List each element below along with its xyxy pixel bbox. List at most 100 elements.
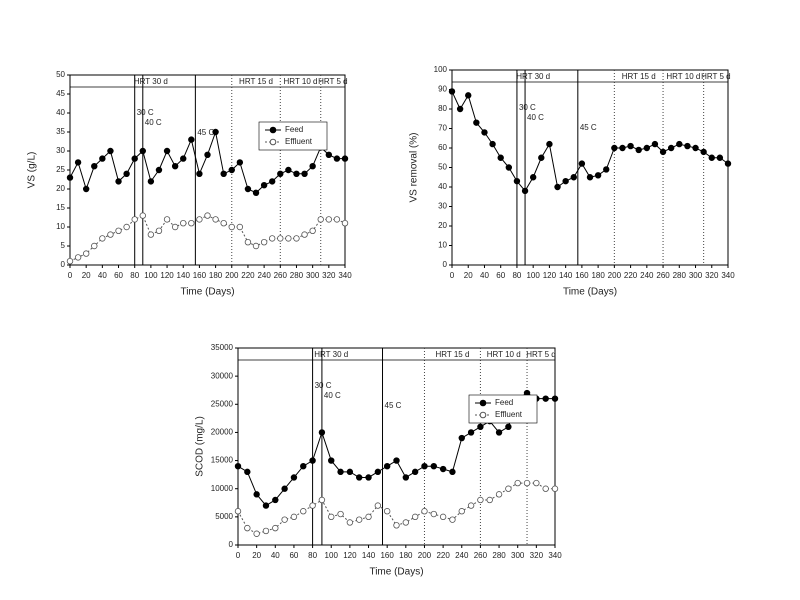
data-point [456,105,464,113]
data-point [383,508,391,515]
plot-area [237,347,556,546]
data-point [188,219,195,227]
data-point [317,216,324,223]
y-tick-label: 60 [438,143,447,152]
data-point [337,510,344,518]
phase-label: HRT 30 d [516,72,550,81]
legend-box [258,121,328,151]
x-tick-label: 200 [608,271,622,280]
x-tick-label: 20 [82,271,91,280]
temperature-label: 45 C [580,123,597,132]
data-point [318,496,326,504]
data-point [212,216,219,223]
data-point [521,187,529,195]
legend-label: Effluent [285,137,313,146]
data-point [269,178,276,185]
data-point [643,144,651,152]
legend-box [468,394,538,424]
data-point [163,216,171,223]
y-tick-label: 15 [56,203,65,212]
data-point [180,155,187,162]
data-point [244,524,251,532]
data-point [328,513,335,521]
data-point [467,429,475,436]
data-point [346,468,354,476]
data-point [293,235,300,242]
data-point [281,485,288,492]
x-tick-label: 0 [68,271,73,280]
legend-marker [479,399,487,407]
x-tick-label: 40 [98,271,107,280]
data-point [458,434,465,442]
data-point [439,465,447,473]
data-point [244,185,252,193]
x-tick-label: 0 [236,551,241,560]
data-point [365,474,372,481]
phase-label: HRT 30 d [134,77,168,86]
x-tick-label: 280 [290,271,304,280]
data-point [495,429,503,436]
data-point [533,479,540,487]
data-point [244,238,252,246]
data-point [180,219,187,227]
x-tick-label: 160 [193,271,207,280]
y-tick-label: 20000 [211,428,234,437]
x-tick-label: 120 [343,551,357,560]
x-tick-label: 60 [289,551,298,560]
data-point [236,223,244,231]
temperature-label: 30 C [137,108,154,117]
data-point [301,231,308,238]
x-tick-label: 140 [362,551,376,560]
data-point [477,423,484,430]
data-point [667,144,675,152]
x-tick-label: 260 [274,271,288,280]
data-point [458,508,465,515]
x-tick-label: 120 [543,271,557,280]
y-tick-label: 5 [61,241,66,250]
data-point [252,242,260,250]
data-point [486,496,493,504]
y-tick-label: 10000 [211,484,234,493]
temperature-label: 45 C [197,128,214,137]
data-point [546,140,553,148]
x-tick-label: 80 [130,271,139,280]
data-point [505,485,512,492]
data-point [155,227,163,234]
data-point [300,508,307,515]
chart-panel: 0 5 10 15 20 25 30 35 40 45 50 0 20 40 60 80 100 120 140 16… [27,70,353,298]
data-point [262,502,270,509]
y-tick-label: 30000 [211,371,234,380]
phase-label: HRT 5 d [318,77,348,86]
data-point [204,212,211,219]
data-point [449,468,456,476]
data-point [309,227,316,234]
data-point [449,516,456,523]
y-tick-label: 5000 [215,512,233,521]
x-tick-label: 140 [177,271,191,280]
data-point [651,140,659,148]
data-point [91,162,98,170]
data-point [603,166,610,173]
y-tick-label: 35 [56,127,65,136]
y-tick-label: 50 [56,70,65,79]
x-tick-label: 300 [306,271,320,280]
data-point [393,522,400,529]
phase-label: HRT 10 d [487,350,521,359]
data-point [551,485,559,492]
data-point [430,510,437,518]
data-point [477,496,484,504]
data-point [300,463,307,470]
data-point [115,178,122,185]
x-axis-label: Time (Days) [180,287,234,298]
data-point [465,92,472,99]
x-tick-label: 140 [559,271,573,280]
x-tick-label: 220 [436,551,450,560]
x-tick-label: 0 [450,271,455,280]
x-tick-label: 160 [380,551,394,560]
data-point [337,468,344,476]
x-tick-label: 280 [492,551,506,560]
data-point [244,468,251,476]
data-point [481,129,488,136]
data-point [285,166,292,174]
data-point [578,160,586,167]
